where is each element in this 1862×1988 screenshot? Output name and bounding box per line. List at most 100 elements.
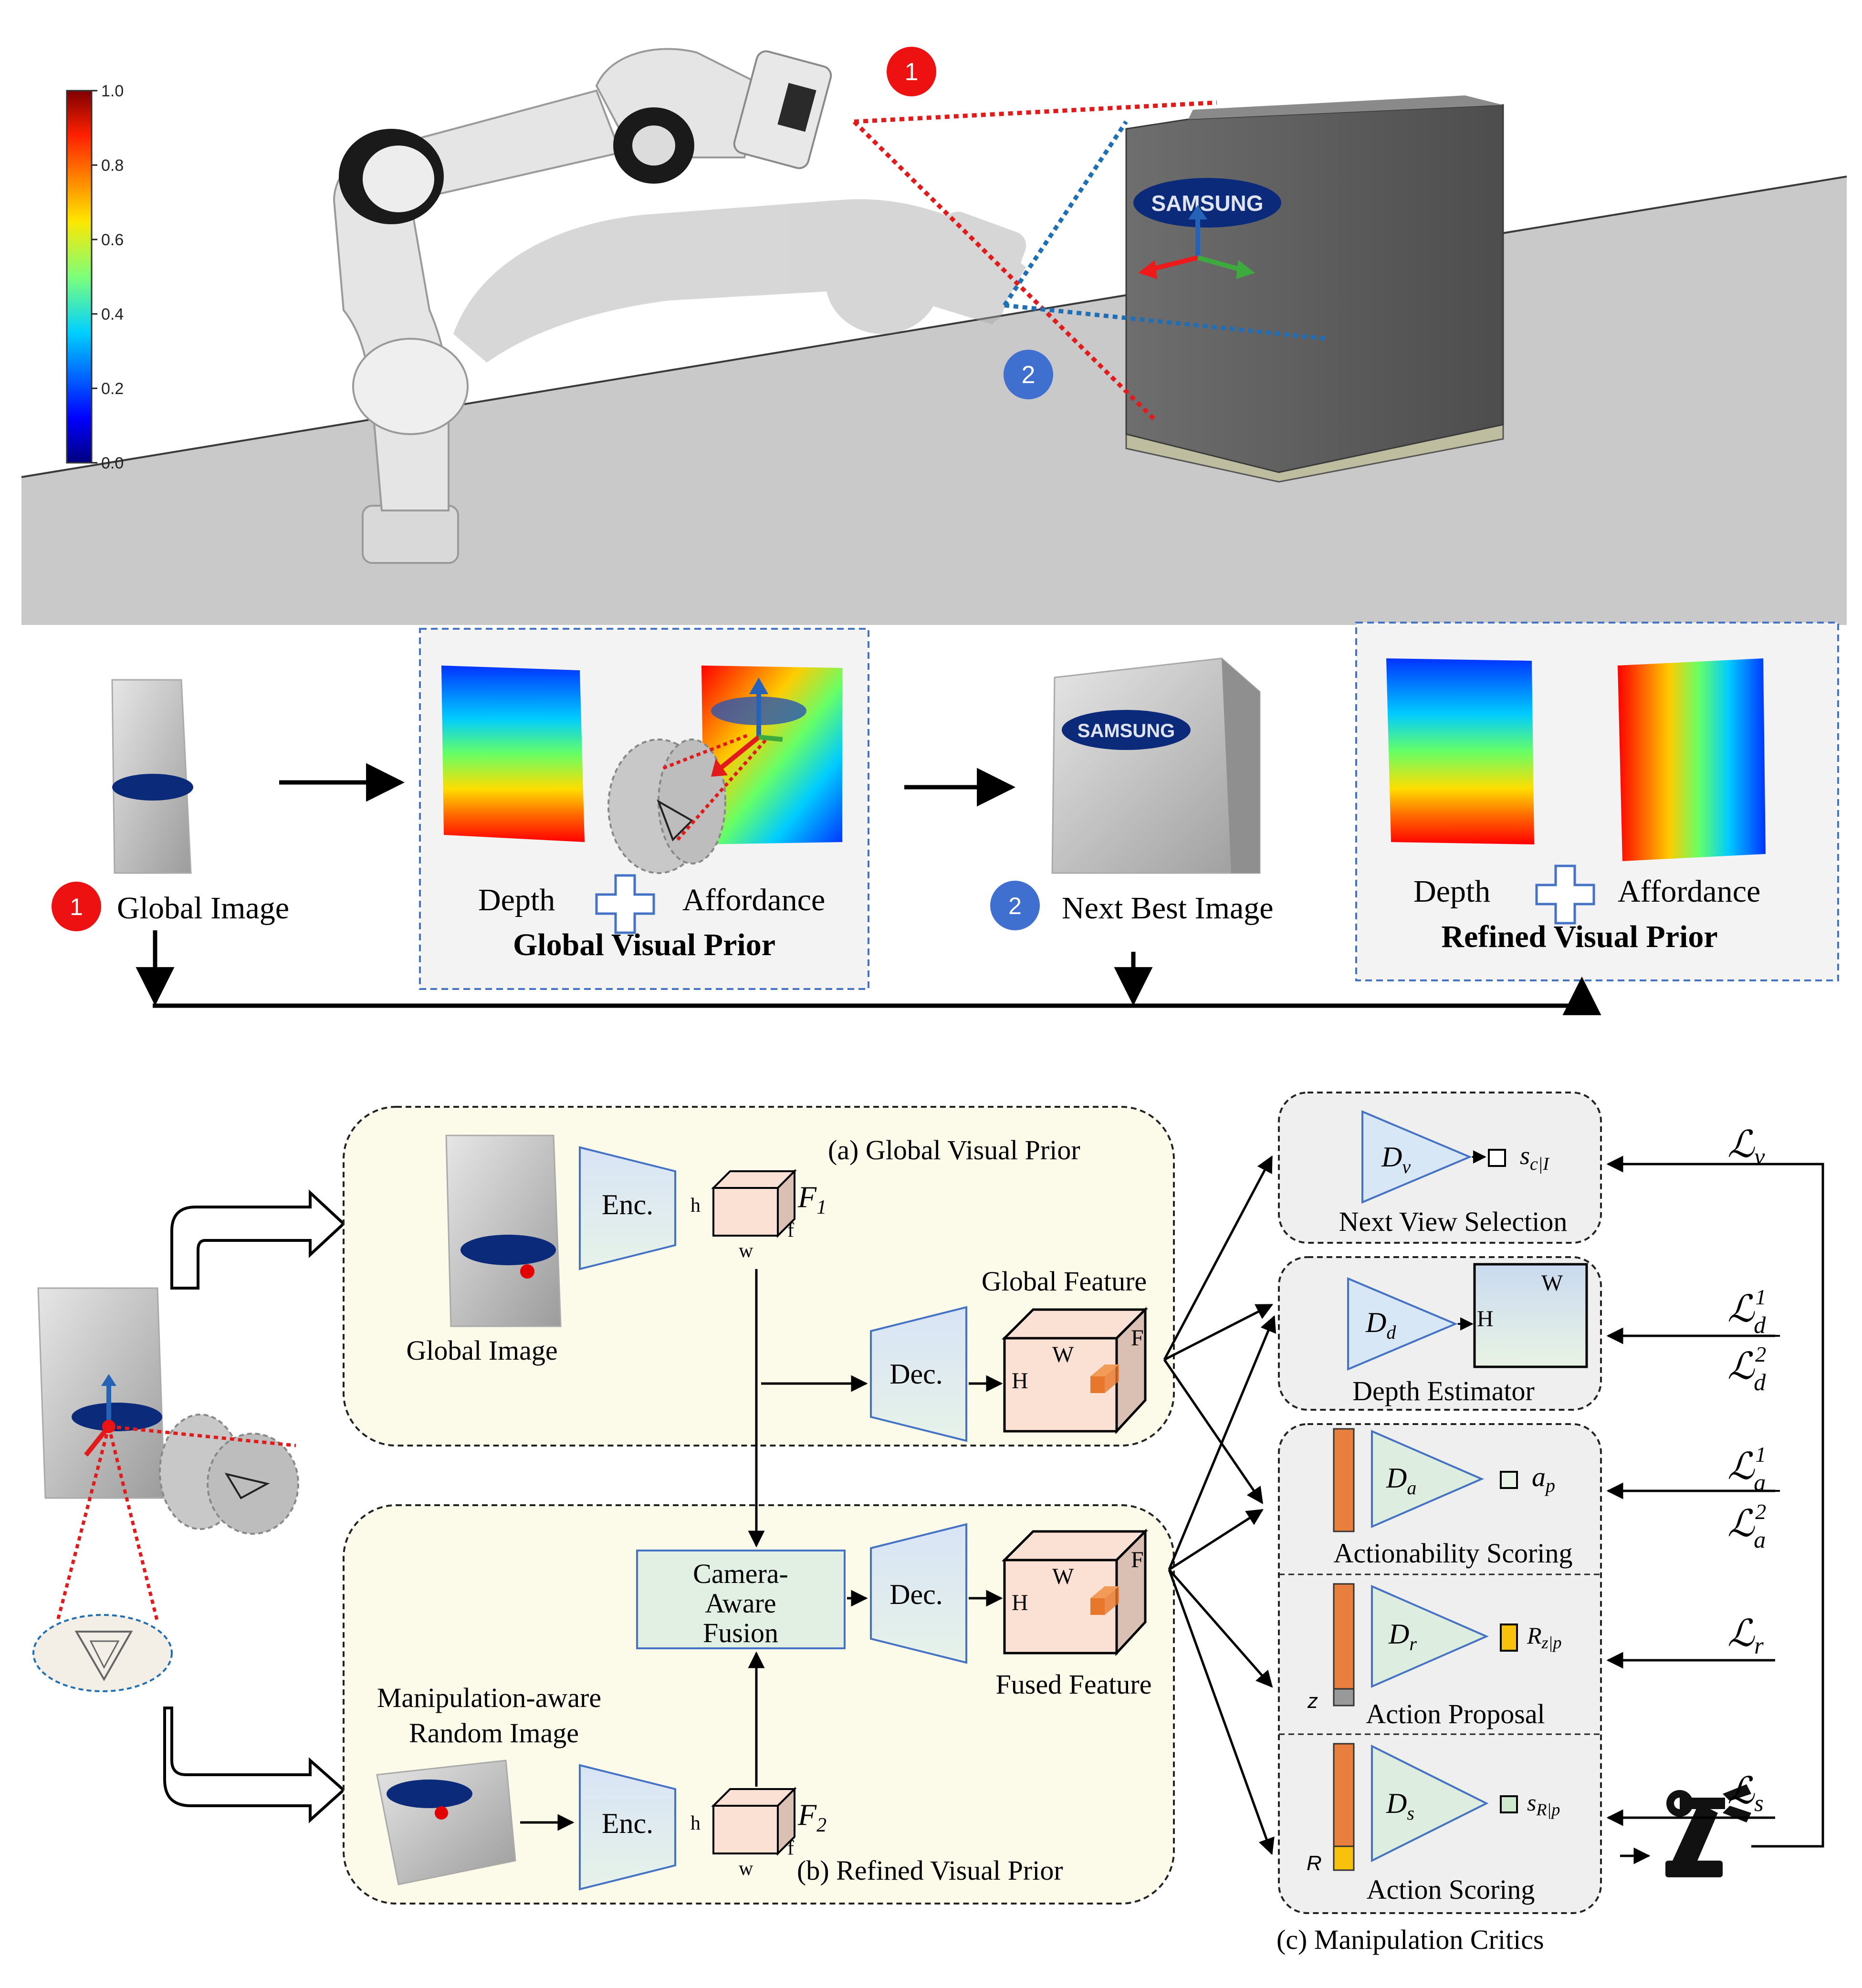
critic-action-scoring: R Ds sR|p Action Scoring — [1307, 1743, 1560, 1905]
colorbar-tick-label: 0.0 — [101, 454, 124, 472]
panel-a-title: (a) Global Visual Prior — [828, 1135, 1080, 1166]
latent-z-label: z — [1307, 1689, 1318, 1713]
decoder-fused-label: Dec. — [889, 1579, 943, 1610]
architecture-arrows — [520, 1155, 1276, 1855]
svg-text:Dr: Dr — [1388, 1618, 1417, 1655]
critic-depth-estimator: Dd W H Depth Estimator — [1278, 1256, 1602, 1411]
svg-text:W: W — [1052, 1564, 1074, 1589]
loss-actionability-2: ℒ2 a — [1727, 1499, 1766, 1553]
global-image-thumbnail — [111, 679, 193, 874]
view-marker-2: 2 — [1004, 350, 1053, 399]
global-feature-label: Global Feature — [982, 1266, 1147, 1297]
svg-text:W: W — [1052, 1342, 1074, 1367]
svg-text:F2: F2 — [797, 1798, 826, 1836]
random-image-label-1: Manipulation-aware — [377, 1682, 601, 1713]
svg-text:F: F — [1131, 1547, 1144, 1572]
camera-view-1-frustum — [852, 100, 1217, 422]
svg-text:Dd: Dd — [1365, 1307, 1396, 1343]
svg-text:h: h — [690, 1195, 701, 1217]
global-image-label: Global Image — [117, 891, 289, 926]
loss-feedback-lines — [1606, 1155, 1824, 1864]
marker-2: 2 — [990, 881, 1040, 930]
colorbar-tick-label: 0.4 — [101, 305, 124, 323]
pipeline-connector — [136, 930, 1601, 1015]
svg-text:Ds: Ds — [1386, 1788, 1414, 1824]
svg-text:Camera-: Camera- — [693, 1558, 788, 1589]
simulation-scene: 1.0 0.8 0.6 0.4 0.2 0.0 — [21, 47, 1847, 625]
brand-logo — [1133, 178, 1281, 228]
svg-text:w: w — [739, 1858, 753, 1880]
plus-icon — [595, 874, 655, 934]
cabinet: SAMSUNG — [1125, 95, 1504, 483]
critic-next-view-selection: Dv sc|I Next View Selection — [1278, 1092, 1602, 1244]
svg-text:h: h — [690, 1812, 701, 1834]
fused-feature-label: Fused Feature — [996, 1669, 1152, 1700]
refined-visual-prior-title: Refined Visual Prior — [1441, 919, 1717, 954]
robot-arm-ghost — [453, 199, 1026, 363]
pipeline: 1 Global Image Depth Affordance Global V… — [52, 622, 1839, 1015]
camera-view-2-frustum — [1003, 120, 1327, 341]
brand-logo-text: SAMSUNG — [1151, 191, 1263, 216]
global-image-input — [445, 1135, 562, 1327]
camera-aware-fusion — [636, 1550, 846, 1649]
svg-text:Next View Selection: Next View Selection — [1339, 1206, 1568, 1237]
random-image-input — [376, 1759, 516, 1885]
loss-depth-1: ℒ1 d — [1727, 1285, 1766, 1338]
loss-depth-2: ℒ2 d — [1727, 1342, 1766, 1395]
refined-affordance-map — [1618, 658, 1766, 861]
colorbar-tick-label: 0.2 — [101, 380, 124, 398]
global-depth-map — [441, 666, 585, 842]
loss-view: ℒv — [1727, 1124, 1765, 1170]
svg-text:Fusion: Fusion — [703, 1617, 778, 1648]
feature-cube-f2: h w f F2 — [690, 1787, 826, 1880]
panel-c-title: (c) Manipulation Critics — [1276, 1924, 1544, 1955]
loss-proposal: ℒr — [1727, 1613, 1764, 1659]
panel-b-title: (b) Refined Visual Prior — [797, 1855, 1063, 1886]
svg-text:Da: Da — [1386, 1462, 1416, 1499]
svg-text:f: f — [787, 1837, 794, 1859]
decoder-global-label: Dec. — [889, 1358, 943, 1390]
loss-labels: ℒv ℒ1 d ℒ2 d ℒ1 a ℒ2 a ℒr ℒs — [1723, 1124, 1780, 1816]
critic-action-proposal: z Dr Rz|p Action Proposal — [1307, 1583, 1561, 1729]
svg-text:2: 2 — [1008, 893, 1022, 919]
architecture: (a) Global Visual Prior Global Image Enc… — [32, 1092, 1824, 1955]
svg-text:Rz|p: Rz|p — [1527, 1622, 1561, 1652]
feature-cube-f1: h w f F1 — [690, 1169, 826, 1262]
encoder-global-label: Enc. — [602, 1189, 653, 1220]
svg-text:Depth Estimator: Depth Estimator — [1352, 1375, 1535, 1406]
svg-text:Action Proposal: Action Proposal — [1366, 1698, 1545, 1729]
encoder-global — [579, 1146, 676, 1270]
refined-depth-map — [1386, 658, 1534, 844]
encoder-refined — [579, 1764, 676, 1891]
robot-arm — [333, 48, 832, 564]
decoder-global — [870, 1306, 967, 1442]
encoder-refined-label: Enc. — [602, 1808, 653, 1839]
svg-text:Aware: Aware — [705, 1588, 776, 1619]
svg-text:Dv: Dv — [1381, 1141, 1411, 1177]
refined-affordance-label: Affordance — [1618, 874, 1760, 909]
plus-icon — [1535, 864, 1595, 925]
refined-depth-label: Depth — [1413, 874, 1490, 909]
loss-actionability-1: ℒ1 a — [1727, 1442, 1766, 1496]
input-object-thumbnail — [32, 1287, 299, 1692]
global-depth-label: Depth — [478, 883, 555, 917]
critic-stack — [1278, 1423, 1602, 1914]
svg-text:H: H — [1012, 1590, 1028, 1615]
colorbar-tick-label: 1.0 — [101, 82, 124, 100]
axes-gizmo — [1138, 205, 1255, 279]
camera-sampling-icon — [607, 677, 783, 874]
svg-text:F1: F1 — [797, 1180, 826, 1218]
colorbar: 1.0 0.8 0.6 0.4 0.2 0.0 — [66, 82, 124, 472]
next-best-image-label: Next Best Image — [1062, 891, 1274, 926]
global-image-input-label: Global Image — [406, 1335, 557, 1366]
svg-text:w: w — [739, 1240, 753, 1262]
brand-logo-text: SAMSUNG — [1077, 720, 1175, 741]
svg-text:1: 1 — [70, 894, 83, 920]
colorbar-tick-label: 0.6 — [101, 231, 124, 249]
global-affordance-label: Affordance — [682, 883, 825, 917]
svg-text:1: 1 — [905, 58, 919, 86]
svg-text:sR|p: sR|p — [1527, 1789, 1560, 1819]
marker-1: 1 — [52, 882, 101, 931]
svg-text:F: F — [1131, 1325, 1144, 1351]
random-image-label-2: Random Image — [409, 1717, 579, 1749]
